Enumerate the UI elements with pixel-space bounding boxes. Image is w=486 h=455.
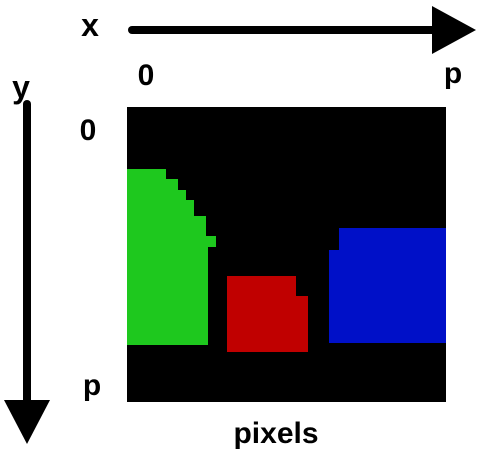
blue-region — [329, 228, 446, 343]
green-region — [127, 169, 216, 345]
y-axis-label: y — [12, 69, 30, 105]
red-region — [227, 276, 308, 352]
y-start-label: 0 — [80, 114, 97, 147]
y-end-label: p — [83, 369, 101, 402]
x-start-label: 0 — [138, 59, 155, 92]
x-end-label: p — [444, 57, 462, 90]
x-axis-label: x — [81, 7, 99, 43]
caption: pixels — [233, 417, 318, 450]
x-axis-arrow — [128, 6, 476, 54]
pixel-image — [127, 107, 446, 402]
y-axis-arrow — [4, 100, 50, 444]
